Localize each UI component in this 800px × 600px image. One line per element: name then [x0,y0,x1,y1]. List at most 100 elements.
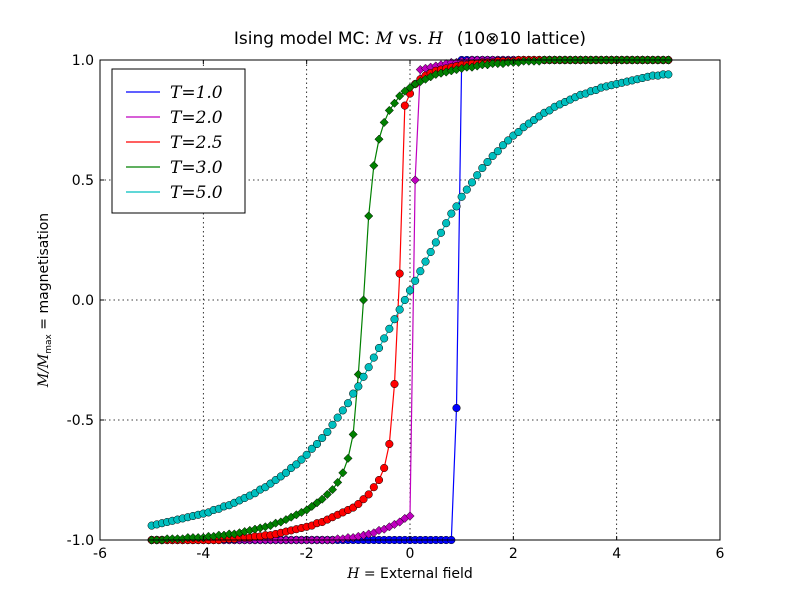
data-point [452,202,461,211]
legend-label: T=3.0 [170,158,223,178]
legend-item: T=2.0 [126,108,223,128]
data-point [395,305,404,314]
y-axis-label-var: M/M [36,353,52,388]
data-point [374,343,384,353]
title-lattice: (10⊗10 lattice) [457,29,586,49]
data-point [307,501,317,511]
data-point [426,247,435,257]
data-point [307,444,316,453]
legend-item: T=2.5 [126,133,223,153]
data-point [467,178,477,187]
data-point [478,163,487,173]
data-point [385,324,394,333]
y-axis-label-sub: max [44,333,54,353]
x-axis-label-text: = External field [359,566,472,582]
title-m: M [375,29,394,49]
ticks: -6 -4 -2 0 2 4 6 -1.0 -0.5 0.0 0.5 1.0 [67,53,725,562]
legend-label: T=2.5 [170,133,223,153]
y-tick-label: -0.5 [67,413,94,429]
legend-label: T=2.0 [170,108,223,128]
data-point [302,505,312,515]
data-point [400,295,409,305]
data-point [473,171,482,180]
data-point [343,399,353,408]
data-point [431,238,440,247]
data-point [462,185,471,194]
data-point [348,429,358,439]
data-point [380,334,389,343]
data-point [312,498,322,508]
data-point [374,475,384,485]
data-point [421,257,430,266]
data-point [354,499,363,509]
x-tick-label: 6 [716,546,725,562]
data-point [374,134,384,144]
data-point [436,228,446,237]
data-point [400,86,410,96]
x-tick-label: 2 [509,546,518,562]
data-point [416,267,425,276]
data-point [338,468,348,478]
y-tick-label: 0.5 [72,173,94,189]
x-tick-label: -6 [93,546,107,562]
data-point [493,147,502,156]
data-point [405,511,415,521]
data-point [369,161,379,171]
legend-item: T=1.0 [126,83,223,103]
x-axis-label: H = External field [346,566,473,582]
data-point [292,460,301,469]
data-point [514,127,523,137]
data-point [322,489,332,499]
data-point [369,353,378,362]
y-tick-label: -1.0 [67,533,94,549]
data-point [281,468,291,477]
data-point [390,315,399,324]
x-tick-label: -2 [300,546,314,562]
data-point [323,427,332,437]
data-point [447,209,456,218]
legend-item: T=5.0 [126,183,223,203]
data-point [327,485,338,495]
data-point [317,494,327,504]
y-tick-label: 1.0 [72,53,94,69]
series-5 [147,70,673,530]
x-tick-label: 4 [612,546,621,562]
data-point [380,463,389,473]
data-point [452,403,461,413]
data-point [364,363,373,372]
grid [100,60,720,540]
data-point [333,477,343,487]
y-tick-label: 0.0 [72,293,94,309]
data-point [395,269,404,278]
data-point [488,151,497,161]
title-vs: vs. [393,29,428,49]
x-tick-label: 0 [406,546,415,562]
data-point [410,175,420,185]
data-point [318,433,327,443]
data-point [302,450,311,459]
data-point [442,219,451,228]
data-point [328,420,337,429]
data-point [504,136,513,145]
data-point [338,406,347,415]
data-point [384,105,394,115]
title-h: H [427,29,444,49]
data-point [354,382,363,391]
data-point [343,453,353,463]
data-point [359,495,368,504]
legend-label: T=1.0 [170,83,223,103]
data-point [385,439,394,449]
data-point [359,372,368,381]
data-point [379,117,389,127]
data-point [395,91,405,101]
data-point [498,141,508,150]
data-point [400,101,409,110]
data-point [390,379,399,389]
x-axis-label-var: H [346,566,360,582]
x-tick-label: -4 [196,546,210,562]
data-point [369,483,378,492]
data-point [333,413,342,422]
data-point [389,98,400,108]
data-point [364,211,374,221]
